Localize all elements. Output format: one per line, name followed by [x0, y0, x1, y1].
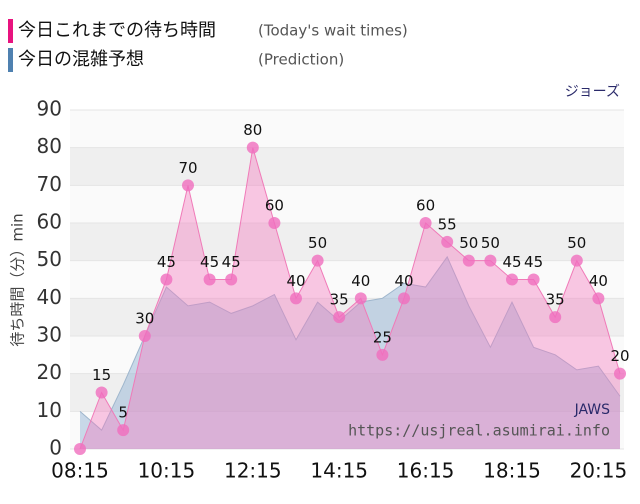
data-label: 40	[394, 272, 413, 290]
data-label: 15	[92, 366, 111, 384]
grid-band	[70, 147, 624, 186]
data-point	[376, 348, 389, 361]
data-label: 20	[610, 347, 629, 365]
data-point	[182, 179, 194, 192]
data-label: 45	[200, 253, 219, 271]
grid-band	[70, 373, 624, 412]
legend-label-en: (Prediction)	[258, 51, 344, 69]
data-point	[462, 254, 475, 267]
x-tick-label: 18:15	[483, 459, 541, 483]
y-tick-label: 10	[37, 398, 62, 422]
y-tick-label: 40	[37, 285, 62, 309]
data-label: 80	[243, 121, 262, 139]
data-label: 55	[438, 215, 457, 233]
x-tick-label: 08:15	[51, 459, 109, 483]
data-point	[419, 217, 432, 229]
legend-label-en: (Today's wait times)	[258, 22, 408, 40]
data-point	[333, 311, 346, 324]
data-point	[225, 273, 238, 286]
y-tick-label: 50	[37, 247, 62, 271]
data-label: 25	[373, 328, 392, 346]
data-label: 60	[416, 197, 435, 215]
data-point	[354, 292, 367, 305]
data-label: 40	[351, 272, 370, 290]
data-point	[311, 254, 324, 267]
legend-swatch	[8, 48, 13, 72]
source: https://usjreal.asumirai.info	[348, 422, 610, 440]
data-point	[117, 424, 130, 437]
data-point	[614, 367, 626, 380]
x-tick-label: 10:15	[138, 459, 196, 483]
grid-band	[70, 223, 624, 261]
legend-swatch	[8, 19, 13, 43]
data-point	[268, 217, 281, 229]
data-label: 40	[286, 272, 305, 290]
x-tick-label: 14:15	[310, 459, 368, 483]
attraction-name: ジョーズ	[565, 84, 620, 100]
watermark: JAWS	[574, 402, 611, 418]
data-point	[592, 292, 605, 305]
data-point	[290, 292, 302, 305]
data-point	[138, 330, 151, 342]
data-label: 50	[459, 234, 478, 252]
data-point	[527, 273, 540, 286]
legend-label: 今日の混雑予想	[18, 49, 144, 70]
series-area	[80, 147, 620, 449]
x-tick-label: 16:15	[397, 459, 455, 483]
data-point	[95, 386, 108, 399]
y-tick-label: 20	[37, 360, 62, 384]
data-label: 50	[308, 234, 327, 252]
data-label: 40	[589, 272, 608, 290]
data-label: 35	[546, 291, 565, 309]
y-tick-label: 90	[37, 97, 62, 121]
data-label: 45	[524, 253, 543, 271]
data-label: 5	[118, 404, 128, 422]
data-label: 45	[502, 253, 521, 271]
data-point	[506, 273, 518, 286]
data-label: 30	[135, 310, 154, 328]
data-label: 45	[222, 253, 241, 271]
data-point	[484, 254, 497, 267]
x-tick-label: 20:15	[570, 459, 628, 483]
y-tick-label: 0	[49, 436, 62, 460]
data-label: 45	[157, 253, 176, 271]
series-line	[79, 255, 621, 431]
x-tick-label: 12:15	[224, 459, 282, 483]
data-label: 70	[178, 159, 197, 177]
data-label: 35	[330, 291, 349, 309]
y-tick-label: 30	[37, 323, 62, 347]
data-point	[74, 443, 86, 455]
data-label: 50	[481, 234, 500, 252]
y-axis-label: 待ち時間（分）min	[9, 213, 27, 346]
y-tick-label: 80	[37, 134, 62, 158]
data-point	[549, 311, 562, 324]
data-point	[246, 141, 259, 154]
legend-label: 今日これまでの待ち時間	[18, 20, 216, 41]
data-point	[160, 273, 173, 286]
data-label: 50	[567, 234, 586, 252]
data-point	[570, 254, 583, 267]
data-point	[203, 273, 216, 286]
data-point	[441, 235, 454, 248]
data-label: 60	[265, 197, 284, 215]
series-area	[80, 256, 620, 449]
grid-band	[70, 298, 624, 336]
y-tick-label: 70	[37, 172, 62, 196]
y-tick-label: 60	[37, 210, 62, 234]
data-point	[398, 292, 410, 305]
